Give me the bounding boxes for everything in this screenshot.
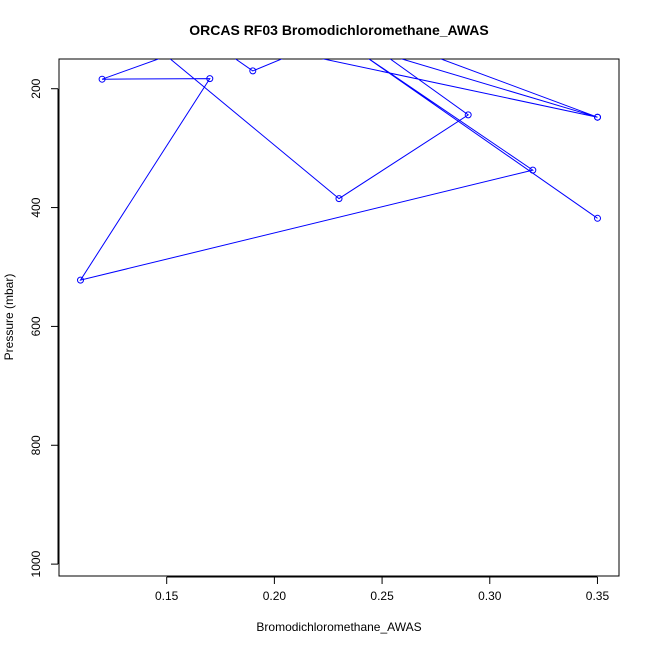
data-point [335,195,343,203]
data-point [594,113,601,121]
y-tick-label: 400 [29,197,43,217]
plot-frame [58,58,620,577]
data-point [464,111,472,119]
x-tick-label: 0.35 [586,589,610,603]
y-axis: 200 400 600 800 1000 [29,78,59,577]
x-tick-label: 0.25 [370,589,394,603]
y-tick-label: 1000 [29,550,43,577]
x-tick-label: 0.30 [478,589,502,603]
data-layer [77,59,601,284]
data-point [249,67,257,75]
data-point [594,214,601,222]
data-point [98,75,106,83]
x-tick-label: 0.15 [155,589,179,603]
chart-title: ORCAS RF03 Bromodichloromethane_AWAS [189,22,489,38]
series-line-0 [79,59,598,281]
x-axis-label: Bromodichloromethane_AWAS [256,620,421,634]
y-axis-label: Pressure (mbar) [2,274,16,361]
y-tick-label: 200 [29,78,43,98]
data-point [529,166,537,174]
x-tick-label: 0.20 [263,589,287,603]
x-axis: 0.15 0.20 0.25 0.30 0.35 [155,576,610,603]
y-tick-label: 600 [29,316,43,336]
data-point [206,75,214,83]
y-tick-label: 800 [29,435,43,455]
data-point [77,276,84,284]
